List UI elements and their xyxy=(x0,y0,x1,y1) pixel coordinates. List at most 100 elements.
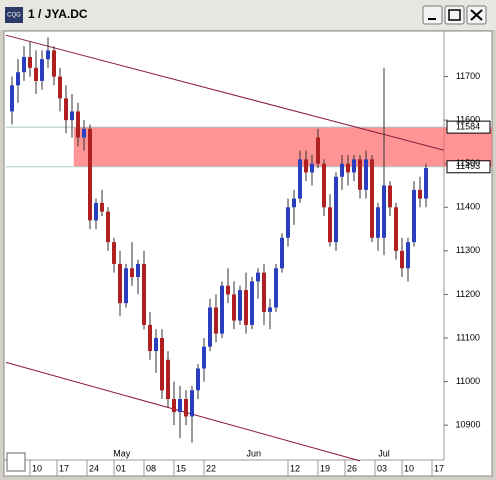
candle-body xyxy=(424,168,428,199)
candle-body xyxy=(394,207,398,251)
candle-body xyxy=(112,242,116,264)
candle-body xyxy=(268,307,272,312)
price-marker-box xyxy=(446,120,491,134)
trendline xyxy=(5,361,361,462)
candle-body xyxy=(298,159,302,199)
price-marker-label: 11493 xyxy=(456,161,480,171)
candle-body xyxy=(400,250,404,269)
candle-body xyxy=(178,399,182,413)
month-label: Jun xyxy=(247,448,262,458)
candle-body xyxy=(418,189,422,199)
candle-body xyxy=(280,237,284,269)
maximize-button[interactable] xyxy=(444,5,465,25)
candle-body xyxy=(172,399,176,413)
minimize-button[interactable] xyxy=(422,5,443,25)
candle-body xyxy=(208,307,212,347)
candle-body xyxy=(292,198,296,208)
candle-body xyxy=(226,285,230,295)
chart-area xyxy=(3,30,493,477)
corner-box[interactable] xyxy=(6,452,26,472)
candle-body xyxy=(106,211,110,243)
y-tick-label: 11000 xyxy=(456,376,480,386)
candle-body xyxy=(130,268,134,277)
x-tick-label: 03 xyxy=(377,463,387,473)
candle-body xyxy=(382,185,386,238)
candle-body xyxy=(94,202,98,221)
candle-body xyxy=(376,207,380,238)
candle-body xyxy=(142,263,146,325)
candle-body xyxy=(358,159,362,190)
candle-body xyxy=(310,163,314,173)
candle-body xyxy=(388,185,392,208)
candle-body xyxy=(124,268,128,304)
x-tick-label: 24 xyxy=(89,463,99,473)
x-tick-label: 10 xyxy=(32,463,42,473)
x-tick-label: 12 xyxy=(290,463,300,473)
candle-body xyxy=(136,263,140,277)
candle-body xyxy=(262,272,266,312)
candle-body xyxy=(364,159,368,190)
highlight-band xyxy=(73,127,493,167)
candle-body xyxy=(76,111,80,138)
trendline xyxy=(5,34,445,151)
candle-body xyxy=(58,76,62,99)
y-tick-label: 11400 xyxy=(456,202,480,212)
title-bar xyxy=(0,0,496,30)
candle-body xyxy=(34,67,38,81)
candle-body xyxy=(10,85,14,112)
candle-body xyxy=(154,338,158,352)
candle-body xyxy=(232,294,236,321)
candle-body xyxy=(220,285,224,334)
y-tick-label: 10900 xyxy=(455,420,480,430)
app-icon xyxy=(5,7,23,23)
candle-body xyxy=(118,263,122,304)
candle-body xyxy=(406,242,410,269)
candle-body xyxy=(250,281,254,325)
candle-body xyxy=(334,176,338,243)
price-marker-label: 11584 xyxy=(456,121,480,131)
candle-body xyxy=(52,50,56,77)
candle-body xyxy=(352,159,356,173)
candle-body xyxy=(328,207,332,243)
month-label: Jul xyxy=(378,448,390,458)
candle-body xyxy=(370,159,374,238)
candle-body xyxy=(244,290,248,325)
candle-body xyxy=(64,98,68,121)
y-tick-label: 11600 xyxy=(456,115,480,125)
x-tick-label: 17 xyxy=(434,463,444,473)
candle-body xyxy=(202,346,206,369)
y-tick-label: 11300 xyxy=(456,245,480,255)
candle-body xyxy=(100,202,104,212)
candle-body xyxy=(196,368,200,391)
candle-body xyxy=(16,72,20,86)
x-tick-label: 01 xyxy=(116,463,126,473)
app-icon-text: CQG xyxy=(7,13,21,19)
x-tick-label: 10 xyxy=(404,463,414,473)
candle-body xyxy=(40,59,44,81)
candle-body xyxy=(166,359,170,399)
window-title: 1 / JYA.DC xyxy=(28,7,88,21)
candle-body xyxy=(46,50,50,60)
candle-body xyxy=(322,163,326,208)
y-tick-label: 11700 xyxy=(456,71,480,81)
x-tick-label: 26 xyxy=(347,463,357,473)
candle-body xyxy=(160,338,164,391)
y-tick-label: 11100 xyxy=(456,332,480,342)
candle-body xyxy=(28,56,32,68)
x-tick-label: 19 xyxy=(320,463,330,473)
x-tick-label: 22 xyxy=(206,463,216,473)
month-label: May xyxy=(113,448,131,458)
candle-body xyxy=(412,189,416,243)
y-tick-label: 11200 xyxy=(456,289,480,299)
price-marker-box xyxy=(446,160,491,174)
candle-body xyxy=(238,290,242,321)
candle-body xyxy=(256,272,260,282)
candle-body xyxy=(22,56,26,73)
y-tick-label: 11500 xyxy=(456,158,480,168)
candle-body xyxy=(316,137,320,164)
candle-body xyxy=(88,128,92,221)
candle-body xyxy=(70,111,74,121)
close-button[interactable] xyxy=(466,5,487,25)
candle-body xyxy=(346,163,350,173)
